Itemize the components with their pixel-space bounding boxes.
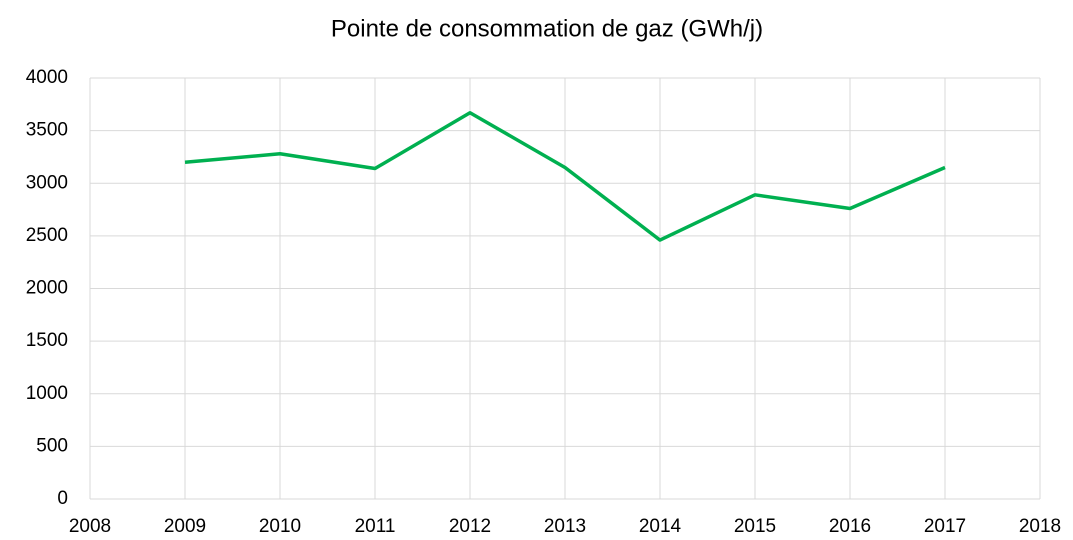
x-tick-label: 2011 xyxy=(355,516,396,537)
y-tick-label: 3500 xyxy=(26,120,68,141)
x-tick-label: 2018 xyxy=(1019,516,1061,537)
x-tick-label: 2013 xyxy=(544,516,586,537)
y-tick-label: 4000 xyxy=(26,67,68,88)
x-tick-label: 2017 xyxy=(924,516,966,537)
x-tick-label: 2015 xyxy=(734,516,776,537)
y-tick-label: 1500 xyxy=(26,330,68,351)
y-tick-label: 1000 xyxy=(26,383,68,404)
data-line xyxy=(184,110,946,242)
x-tick-label: 2014 xyxy=(639,516,682,537)
x-tick-label: 2016 xyxy=(829,516,871,537)
x-tick-label: 2008 xyxy=(69,516,111,537)
y-tick-label: 3000 xyxy=(26,172,68,193)
y-tick-label: 500 xyxy=(36,435,68,456)
y-tick-label: 2000 xyxy=(26,278,68,299)
chart-title: Pointe de consommation de gaz (GWh/j) xyxy=(331,15,763,42)
y-tick-label: 2500 xyxy=(26,225,68,246)
y-tick-label: 0 xyxy=(57,488,68,509)
x-tick-label: 2010 xyxy=(259,516,301,537)
x-tick-label: 2009 xyxy=(164,516,206,537)
x-tick-label: 2012 xyxy=(449,516,491,537)
